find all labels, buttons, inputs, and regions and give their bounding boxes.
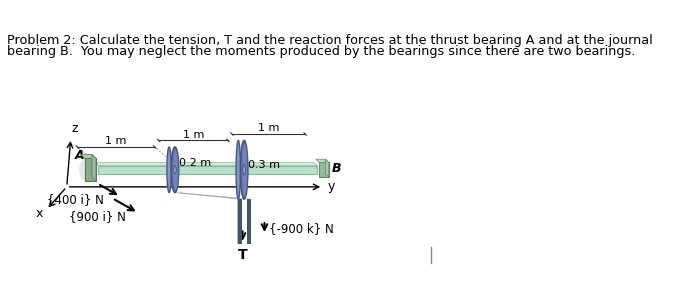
Text: B: B [332,162,341,175]
Polygon shape [80,154,96,158]
Text: {900 i} N: {900 i} N [69,210,126,223]
Text: A: A [75,149,84,162]
Polygon shape [173,193,241,199]
Ellipse shape [236,141,241,199]
Polygon shape [92,154,96,181]
Ellipse shape [243,165,245,175]
Text: 1 m: 1 m [258,123,279,133]
Bar [237,199,241,244]
Ellipse shape [173,149,178,190]
Text: bearing B.  You may neglect the moments produced by the bearings since there are: bearing B. You may neglect the moments p… [7,45,635,58]
Text: T: T [238,248,248,262]
Polygon shape [177,193,251,199]
Ellipse shape [79,158,97,182]
Text: 0.2 m: 0.2 m [179,158,211,168]
Text: Problem 2: Calculate the tension, T and the reaction forces at the thrust bearin: Problem 2: Calculate the tension, T and … [7,34,652,47]
Polygon shape [95,163,318,166]
Polygon shape [98,166,318,174]
Text: x: x [35,207,43,220]
Text: 1 m: 1 m [183,130,204,140]
Ellipse shape [173,166,176,174]
Polygon shape [316,159,328,163]
Text: {-900 k} N: {-900 k} N [269,222,333,235]
Bar [84,158,96,181]
Bar [247,199,251,244]
Polygon shape [326,159,328,177]
Text: {400 i} N: {400 i} N [47,193,104,206]
Text: 0.3 m: 0.3 m [248,160,280,170]
Ellipse shape [171,147,179,193]
Bar [319,163,328,177]
Ellipse shape [241,141,248,199]
Ellipse shape [242,143,248,196]
Bar [237,199,239,244]
Text: z: z [71,122,78,135]
Ellipse shape [167,147,171,193]
Text: y: y [327,181,335,193]
Text: 1 m: 1 m [105,136,126,146]
